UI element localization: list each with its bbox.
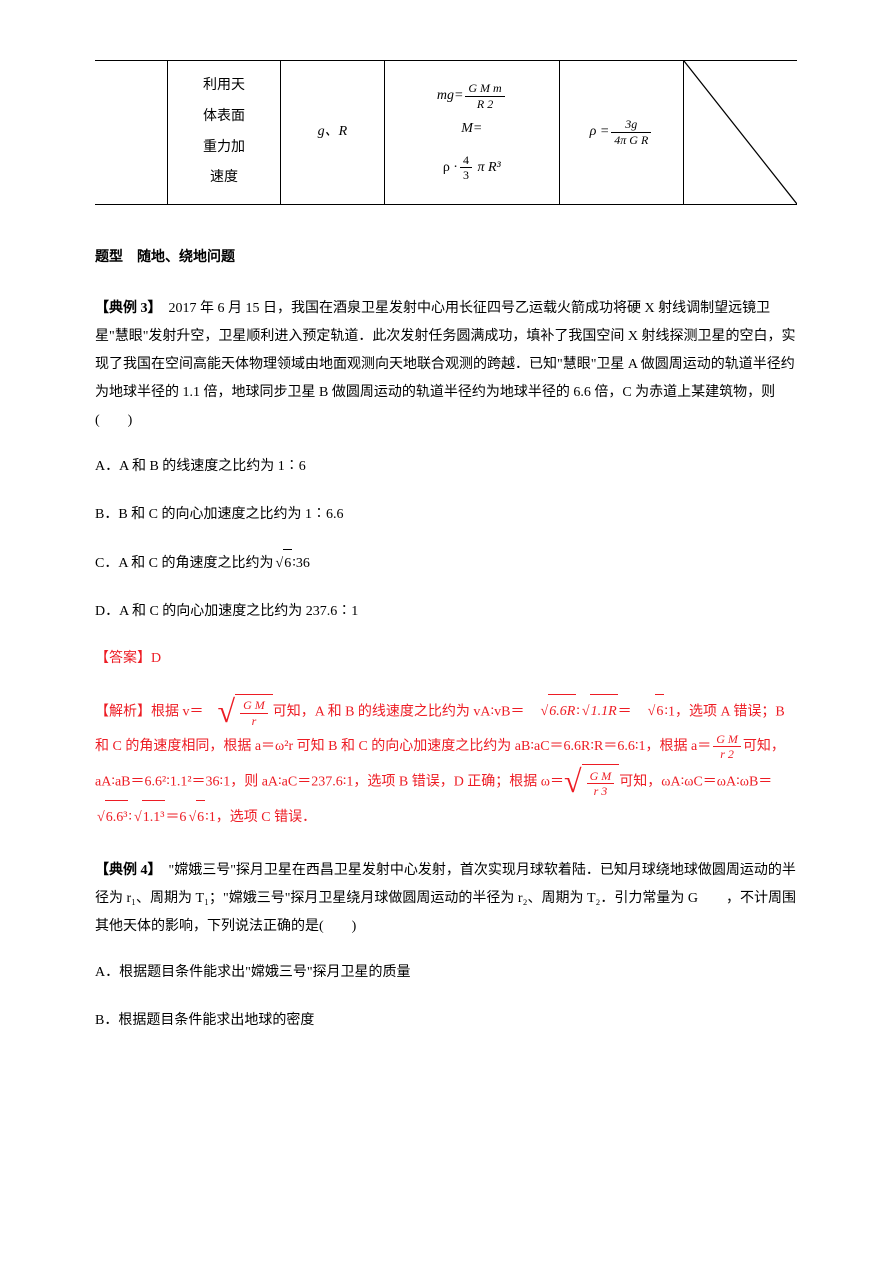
option-b: B．B 和 C 的向心加速度之比约为 1∶6.6	[95, 501, 797, 529]
analysis-3: 【解析】根据 v＝ √G Mr可知，A 和 B 的线速度之比约为 vA∶vB＝ …	[95, 694, 797, 835]
table-cell-5: ρ =3g4π G R	[560, 61, 684, 205]
example-3-body: 2017 年 6 月 15 日，我国在酒泉卫星发射中心用长征四号乙运载火箭成功将…	[95, 301, 796, 428]
table-cell-4: mg=G M mR 2 M= ρ ·43 π R³	[384, 61, 560, 205]
answer-3: 【答案】D	[95, 646, 797, 671]
example-3-label: 【典例 3】	[95, 301, 155, 316]
option-d: D．A 和 C 的向心加速度之比约为 237.6∶1	[95, 598, 797, 626]
table-cell-2: 利用天 体表面 重力加 速度	[167, 61, 281, 205]
example-3: 【典例 3】 2017 年 6 月 15 日，我国在酒泉卫星发射中心用长征四号乙…	[95, 295, 797, 435]
option-c: C．A 和 C 的角速度之比约为6∶36	[95, 549, 797, 578]
option-a: A．A 和 B 的线速度之比约为 1∶6	[95, 453, 797, 481]
diagonal-line-icon	[684, 61, 797, 204]
table-cell-6	[683, 61, 797, 205]
example-4-body: "嫦娥三号"探月卫星在西昌卫星发射中心发射，首次实现月球软着陆．已知月球绕地球做…	[95, 863, 796, 934]
option-4a: A．根据题目条件能求出"嫦娥三号"探月卫星的质量	[95, 959, 797, 987]
example-4-label: 【典例 4】	[95, 863, 155, 878]
formula-table: 利用天 体表面 重力加 速度 g、R mg=G M mR 2 M= ρ ·43 …	[95, 60, 797, 205]
option-4b: B．根据题目条件能求出地球的密度	[95, 1007, 797, 1035]
table-cell-3: g、R	[281, 61, 384, 205]
table-cell-1	[95, 61, 167, 205]
section-title: 题型 随地、绕地问题	[95, 245, 797, 270]
example-4: 【典例 4】 "嫦娥三号"探月卫星在西昌卫星发射中心发射，首次实现月球软着陆．已…	[95, 857, 797, 941]
